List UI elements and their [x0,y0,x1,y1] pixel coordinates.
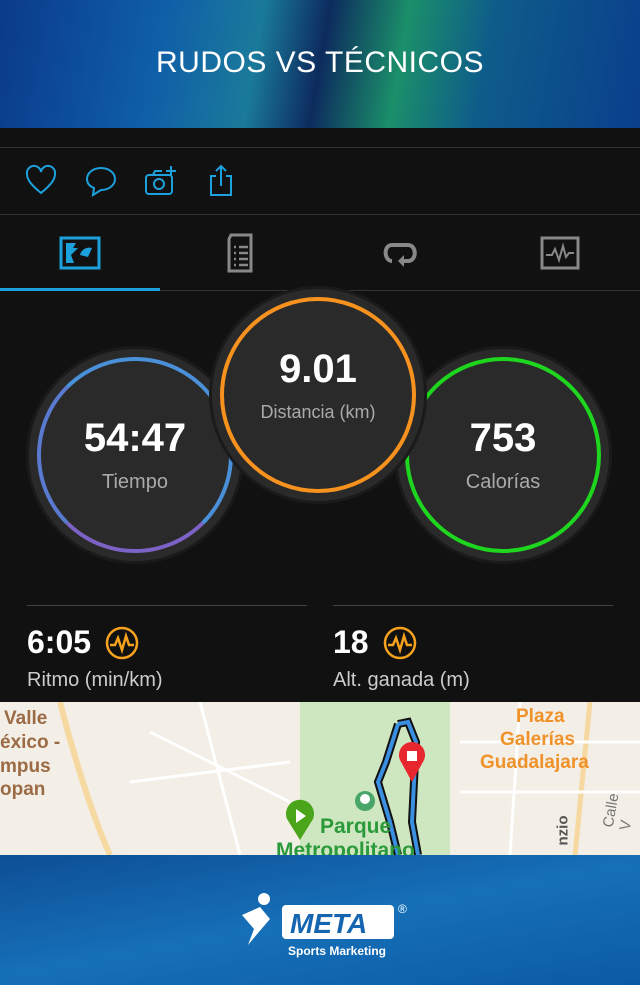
heart-icon[interactable] [24,164,58,198]
header-banner: RUDOS VS TÉCNICOS [0,0,640,128]
details-icon [227,233,253,272]
map-roads [57,702,640,855]
pulse-badge-icon [383,626,416,659]
park-area [300,702,450,855]
elevation-label: Alt. ganada (m) [333,669,470,691]
distance-label: Distancia (km) [260,402,376,422]
svg-text:®: ® [398,902,407,916]
distance-value: 9.01 [279,347,357,391]
distance-ring: 9.01 Distancia (km) [212,289,424,501]
page-title: RUDOS VS TÉCNICOS [156,45,484,79]
logo-text: META [290,908,367,939]
tab-bar [0,215,640,291]
share-icon[interactable] [204,164,238,198]
elevation-stat: 18 Alt. ganada (m) [333,605,613,692]
map-label: Metropolitano [276,839,415,855]
comment-icon[interactable] [84,164,118,198]
map-label: Parque [320,815,392,838]
pulse-badge-icon [105,626,139,659]
map-label: Valle [4,708,48,729]
tab-charts[interactable] [480,215,640,290]
svg-text:Sports Marketing: Sports Marketing [288,944,386,958]
route-map[interactable]: Valle éxico - mpus opan Plaza Galerías G… [0,702,640,855]
start-marker-icon [286,799,314,840]
charts-icon [540,236,580,269]
tab-details[interactable] [160,215,320,290]
time-ring: 54:47 Tiempo [29,349,241,561]
map-label: éxico - [0,732,61,753]
camera-add-icon[interactable] [144,164,178,198]
tab-overview[interactable] [0,215,160,291]
map-label: Guadalajara [480,752,589,773]
tab-laps[interactable] [320,215,480,290]
overview-icon [59,236,101,269]
finish-marker-icon [399,742,425,782]
meta-logo: META ® Sports Marketing [226,885,407,959]
map-label: Galerías [500,729,575,750]
laps-icon [383,242,417,267]
time-label: Tiempo [102,471,168,493]
map-label: opan [0,779,46,800]
pace-label: Ritmo (min/km) [27,669,163,691]
park-tree-icon [355,791,375,811]
calories-ring: 753 Calorías [397,349,609,561]
pace-value: 6:05 [27,624,92,660]
pace-stat: 6:05 Ritmo (min/km) [27,605,307,692]
map-label: mpus [0,756,51,777]
elevation-value: 18 [333,624,369,660]
calories-label: Calorías [465,471,541,493]
map-label: nzio [554,815,572,846]
calories-value: 753 [469,416,537,460]
map-label: Calle V [599,792,636,832]
map-label: Plaza [516,706,565,727]
time-value: 54:47 [83,416,187,460]
footer-banner: META ® Sports Marketing [0,855,640,985]
action-bar [0,147,640,215]
